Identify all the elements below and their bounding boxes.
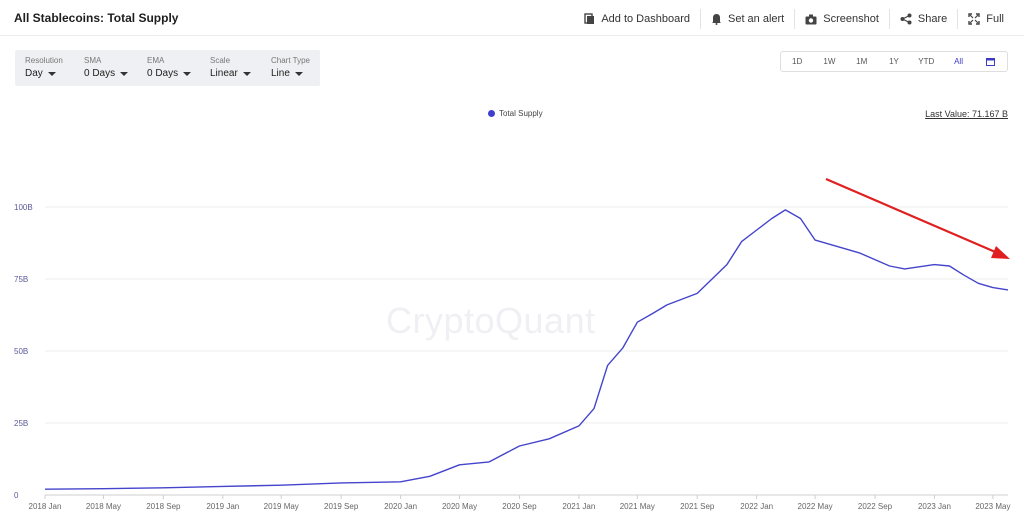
screenshot-label: Screenshot: [823, 13, 879, 25]
bell-icon: [711, 14, 721, 25]
x-tick-label: 2023 Jan: [918, 502, 951, 511]
action-bar: Add to Dashboard Set an alert Screenshot…: [574, 9, 1014, 29]
sma-label: SMA: [84, 56, 102, 65]
range-1w-button[interactable]: 1W: [823, 57, 836, 66]
x-tick-label: 2018 Jan: [29, 502, 62, 511]
chart-type-label: Chart Type: [271, 56, 310, 65]
calendar-icon: [986, 58, 996, 66]
range-all-button[interactable]: All: [954, 57, 963, 66]
trend-arrow: [825, 177, 1010, 259]
range-ytd-button[interactable]: YTD: [918, 57, 935, 66]
ema-label: EMA: [147, 56, 165, 65]
x-tick-label: 2021 Sep: [680, 502, 715, 511]
x-tick-label: 2019 Sep: [324, 502, 359, 511]
range-1d-button[interactable]: 1D: [792, 57, 803, 66]
calendar-button[interactable]: [975, 52, 1007, 71]
divider: [888, 9, 890, 29]
camera-icon: [805, 14, 817, 24]
resolution-value: Day: [25, 68, 43, 79]
series-line-total-supply: [44, 209, 1009, 490]
watermark: CryptoQuant: [386, 300, 596, 341]
x-tick-label: 2021 May: [620, 502, 655, 511]
x-tick-label: 2018 May: [86, 502, 121, 511]
caret-down-icon: [242, 71, 251, 76]
screenshot-button[interactable]: Screenshot: [795, 13, 889, 25]
y-tick-label: 75B: [14, 275, 28, 284]
x-tick-label: 2020 Jan: [384, 502, 417, 511]
share-icon: [900, 13, 912, 25]
add-to-dashboard-label: Add to Dashboard: [601, 13, 690, 25]
x-tick-label: 2022 May: [798, 502, 833, 511]
chart-controls: Resolution Day SMA 0 Days EMA 0 Days Sca…: [15, 50, 320, 86]
divider: [699, 9, 701, 29]
ema-select[interactable]: EMA 0 Days: [147, 56, 192, 79]
x-tick-label: 2020 May: [442, 502, 477, 511]
chart-type-select[interactable]: Chart Type Line: [271, 56, 310, 79]
divider: [957, 9, 959, 29]
x-tick-label: 2021 Jan: [562, 502, 595, 511]
set-alert-label: Set an alert: [727, 13, 785, 25]
resolution-label: Resolution: [25, 56, 63, 65]
x-tick-label: 2023 May: [975, 502, 1010, 511]
x-axis-ticks: 2018 Jan 2018 May 2018 Sep 2019 Jan 2019 May…: [29, 495, 1010, 511]
divider: [794, 9, 796, 29]
range-1m-button[interactable]: 1M: [856, 57, 868, 66]
y-axis-ticks: 0 25B 50B 75B 100B: [14, 203, 33, 500]
legend-label: Total Supply: [499, 109, 543, 118]
scale-value: Linear: [210, 68, 238, 79]
y-tick-label: 100B: [14, 203, 33, 212]
ema-value: 0 Days: [147, 68, 179, 79]
scale-label: Scale: [210, 56, 231, 65]
caret-down-icon: [47, 71, 56, 76]
x-tick-label: 2019 May: [264, 502, 299, 511]
caret-down-icon: [183, 71, 192, 76]
scale-select[interactable]: Scale Linear: [210, 56, 251, 79]
add-to-dashboard-button[interactable]: Add to Dashboard: [574, 13, 700, 25]
page-title: All Stablecoins: Total Supply: [14, 11, 179, 25]
fullscreen-icon: [968, 13, 980, 25]
y-tick-label: 50B: [14, 347, 28, 356]
x-tick-label: 2022 Jan: [740, 502, 773, 511]
dashboard-icon: [584, 13, 595, 24]
range-1y-button[interactable]: 1Y: [889, 57, 899, 66]
chart-legend[interactable]: Total Supply: [488, 109, 543, 118]
range-selector: 1D 1W 1M 1Y YTD All: [780, 51, 1008, 72]
x-tick-label: 2020 Sep: [502, 502, 537, 511]
set-alert-button[interactable]: Set an alert: [701, 13, 794, 25]
last-value-label: Last Value: 71.167 B: [925, 109, 1008, 119]
legend-dot: [488, 110, 495, 117]
caret-down-icon: [294, 71, 303, 76]
top-bar: All Stablecoins: Total Supply Add to Das…: [0, 0, 1024, 36]
full-label: Full: [986, 13, 1004, 25]
sma-value: 0 Days: [84, 68, 116, 79]
share-button[interactable]: Share: [890, 13, 957, 25]
full-button[interactable]: Full: [958, 13, 1014, 25]
caret-down-icon: [120, 71, 129, 76]
x-tick-label: 2018 Sep: [146, 502, 181, 511]
resolution-select[interactable]: Resolution Day: [25, 56, 63, 79]
grid-lines: [45, 206, 1008, 496]
x-tick-label: 2019 Jan: [206, 502, 239, 511]
share-label: Share: [917, 13, 948, 25]
chart-type-value: Line: [271, 68, 290, 79]
sma-select[interactable]: SMA 0 Days: [84, 56, 129, 79]
y-tick-label: 0: [14, 491, 19, 500]
y-tick-label: 25B: [14, 419, 28, 428]
x-tick-label: 2022 Sep: [858, 502, 893, 511]
